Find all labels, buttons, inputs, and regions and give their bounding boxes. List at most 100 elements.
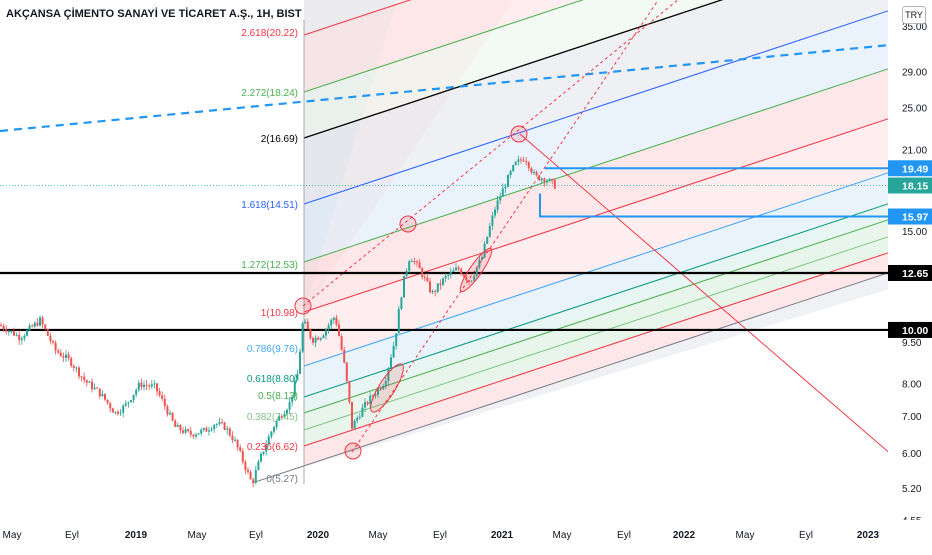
candle-body	[280, 416, 283, 418]
candle-body	[101, 393, 104, 397]
candle-body	[299, 351, 301, 374]
candle-body	[335, 317, 338, 325]
candle-body	[106, 399, 109, 404]
candle-body	[15, 334, 18, 336]
fib-label: 2.272(18.24)	[241, 88, 298, 99]
range-bottom-line	[539, 193, 888, 218]
candle-body	[273, 426, 275, 432]
price-tick-label: 35.00	[902, 22, 927, 33]
price-tick-label: 6.00	[902, 449, 922, 460]
candle-body	[98, 388, 101, 397]
candle-body	[517, 159, 520, 162]
candle-body	[429, 281, 431, 293]
candle-body	[543, 178, 546, 182]
candle-body	[130, 400, 132, 402]
candle-body	[361, 407, 364, 417]
candle-body	[145, 384, 148, 386]
candle-body	[439, 283, 442, 285]
candle-body	[483, 243, 486, 258]
price-tick-label: 9.50	[902, 338, 922, 349]
candle-body	[23, 335, 26, 339]
candle-body	[304, 321, 307, 324]
pivot-dashed-line	[302, 0, 679, 307]
price-tick-label: 15.00	[902, 227, 927, 238]
candle-body	[527, 162, 530, 169]
candle-body	[10, 330, 13, 332]
pivot-circle	[510, 125, 528, 143]
candle-body	[275, 420, 278, 427]
fib-line	[303, 68, 888, 263]
candle-body	[455, 267, 457, 271]
time-tick-label: Eyl	[617, 530, 631, 541]
candle-body	[538, 175, 541, 181]
candle-body	[382, 386, 385, 390]
candle-body	[104, 393, 106, 400]
candle-body	[338, 324, 340, 337]
candle-body	[353, 420, 356, 429]
candle-body	[127, 401, 130, 404]
plot-area: 0(5.27) 0.236(6.62) 0.382(7.45) 0.5(8.13) 0.…	[0, 0, 888, 488]
time-tick-label: 2019	[125, 530, 148, 541]
price-tick-label: 5.20	[902, 484, 922, 495]
candle-body	[535, 172, 538, 176]
price-badge-label: 10.00	[902, 325, 928, 337]
fib-line	[303, 203, 888, 398]
candle-body	[59, 352, 62, 357]
price-badge-label: 18.15	[902, 181, 928, 193]
candle-body	[319, 338, 322, 340]
candle-body	[356, 417, 359, 421]
candle-body	[153, 383, 156, 385]
candle-body	[119, 412, 122, 414]
candle-body	[93, 387, 96, 390]
candle-body	[247, 469, 249, 472]
candle-body	[533, 172, 535, 174]
candle-body	[408, 261, 411, 271]
candle-body	[553, 180, 556, 189]
price-tick-label: 40.00	[902, 0, 927, 1]
candle-body	[525, 161, 528, 163]
candle-body	[540, 178, 543, 181]
fib-line	[303, 172, 888, 367]
candle-body	[49, 335, 52, 342]
candle-body	[174, 420, 177, 427]
price-badge	[888, 208, 932, 225]
channel-band	[304, 252, 888, 466]
candle-body	[234, 439, 236, 441]
candle-body	[80, 376, 83, 378]
time-tick-label: 2021	[491, 530, 514, 541]
candle-body	[83, 376, 86, 381]
time-tick-label: May	[188, 530, 207, 541]
candle-body	[18, 334, 21, 341]
fib-label: 0(5.27)	[266, 474, 298, 485]
candle-body	[7, 331, 10, 333]
candle-body	[140, 382, 143, 388]
candle-body	[283, 413, 286, 418]
candle-body	[494, 209, 496, 216]
candle-body	[413, 260, 416, 262]
time-tick-label: Eyl	[799, 530, 813, 541]
price-tick-label: 7.00	[902, 412, 922, 423]
time-axis: May Eyl 2019 May Eyl 2020 May Eyl 2021 May Eyl 2022…	[0, 520, 932, 550]
candle-body	[426, 277, 429, 282]
candle-body	[377, 388, 379, 395]
candle-body	[2, 325, 5, 330]
candle-body	[28, 325, 31, 331]
candle-body	[26, 330, 28, 336]
candle-body	[286, 409, 288, 414]
currency-selector[interactable]: TRY	[902, 6, 926, 24]
candle-body	[491, 215, 494, 226]
candle-body	[496, 200, 499, 210]
candle-body	[231, 435, 234, 441]
candle-body	[462, 274, 465, 277]
candle-body	[111, 408, 114, 413]
candle-body	[88, 381, 91, 383]
pivot-circle	[344, 442, 362, 460]
time-tick-label: 2020	[307, 530, 330, 541]
candle-body	[325, 329, 327, 336]
candle-body	[44, 324, 47, 330]
candle-body	[345, 362, 348, 382]
candle-body	[158, 391, 161, 396]
fib-line	[303, 10, 888, 205]
